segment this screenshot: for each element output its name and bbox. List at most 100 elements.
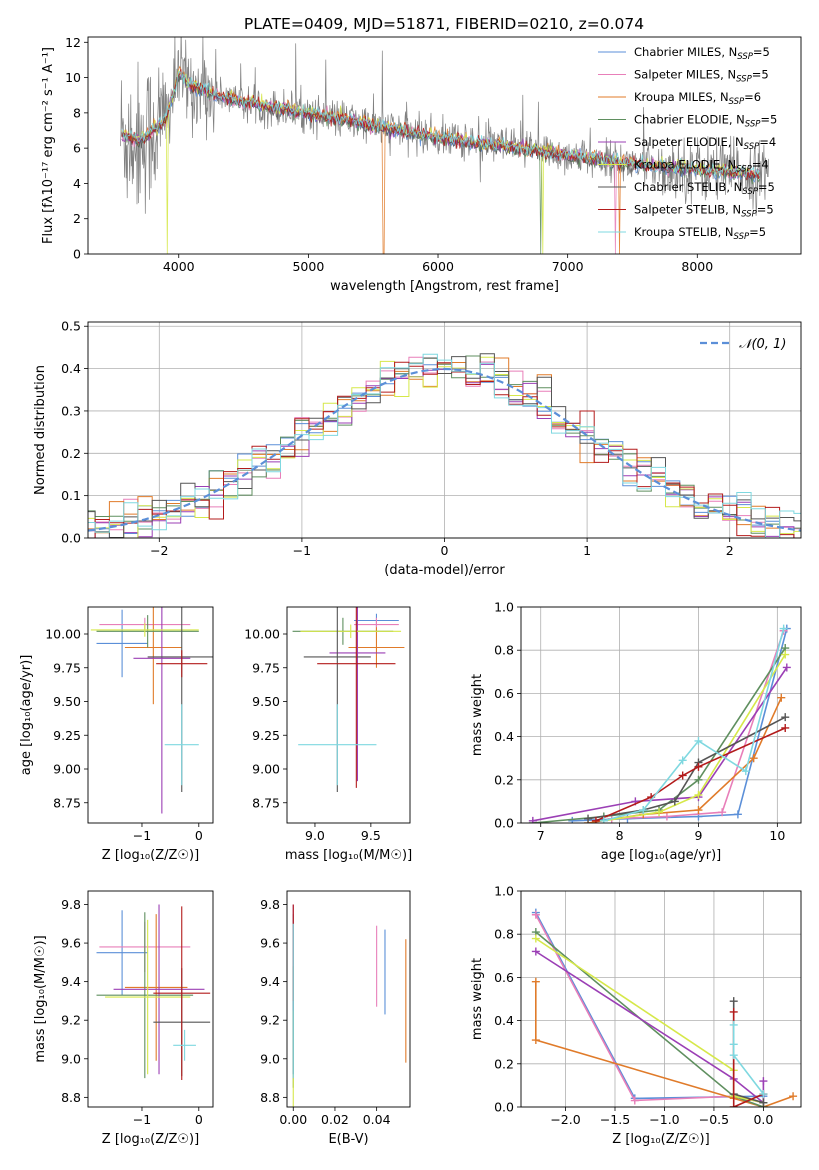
y-tick-label: 9.0: [61, 1051, 81, 1066]
x-tick-label: 0: [195, 1112, 203, 1127]
axes-frame: [87, 321, 802, 539]
legend-label-chabrier_miles: Chabrier MILES, NSSP=5: [634, 45, 770, 62]
legend-label-normal: 𝒩(0, 1): [739, 337, 786, 352]
legend-subscript: SSP: [744, 142, 760, 152]
legend-subscript: SSP: [737, 52, 753, 62]
y-tick-label: 1.0: [494, 600, 514, 615]
x-tick-label: −2: [150, 543, 168, 558]
y-tick-label: 6: [73, 141, 81, 156]
y-axis-label: age [log₁₀(age/yr)]: [19, 655, 34, 776]
y-tick-label: 0.0: [494, 1100, 514, 1115]
weight-line-chabrier_elodie: [535, 931, 764, 1107]
legend-label-salpeter_miles: Salpeter MILES, NSSP=5: [634, 68, 769, 85]
legend-text: Salpeter STELIB, N: [634, 203, 741, 217]
y-tick-label: 0.0: [494, 816, 514, 831]
errorbar-kroupa_elodie: [105, 919, 191, 1075]
legend-subscript: SSP: [734, 232, 750, 242]
weight-marker-chabrier_stelib: [584, 814, 593, 823]
x-tick-label: −1.5: [600, 1112, 630, 1127]
x-tick-label: 10: [769, 828, 785, 843]
errorbar-salpeter_elodie: [113, 904, 205, 1075]
x-tick-label: 0.04: [363, 1112, 391, 1127]
weight-marker-kroupa_stelib: [729, 1020, 738, 1029]
weight-marker-kroupa_stelib: [741, 767, 750, 776]
weight-marker-salpeter_stelib: [729, 1007, 738, 1016]
weight-marker-chabrier_elodie: [694, 775, 703, 784]
y-tick-label: 0.4: [61, 361, 81, 376]
y-tick-label: 9.2: [260, 1013, 280, 1028]
x-tick-label: 4000: [163, 259, 195, 274]
errorbar-salpeter_elodie: [329, 607, 386, 782]
x-tick-label: −0.5: [699, 1112, 729, 1127]
mass-weight-vs-metallicity-panel: −2.0 −1.5 −1.0 −0.5 0.0 0.0 0.2 0.4 0.6 0.8 1.0 Z […: [470, 884, 802, 1147]
weight-marker-kroupa_stelib: [639, 806, 648, 815]
errorbar-salpeter_stelib: [156, 650, 208, 678]
weight-marker-chabrier_miles: [733, 810, 742, 819]
y-tick-label: 9.8: [260, 897, 280, 912]
legend-subscript: SSP: [736, 165, 752, 175]
mass-vs-metallicity-panel: −1 0 8.8 9.0 9.2 9.4 9.6 9.8 Z [log₁₀(Z/Z☉)] mass…: [33, 890, 214, 1147]
weight-line-salpeter_stelib: [732, 1012, 764, 1107]
y-tick-label: 0.8: [494, 643, 514, 658]
errorbar-kroupa_miles: [348, 627, 405, 668]
legend-subscript: SSP: [736, 75, 752, 85]
y-tick-label: 0.6: [494, 686, 514, 701]
y-tick-label: 4: [73, 176, 81, 191]
errorbar-salpeter_stelib: [153, 906, 211, 1080]
histogram-kroupa_stelib: [88, 353, 801, 538]
y-axis-label: mass weight: [470, 674, 485, 756]
y-tick-label: 2: [73, 211, 81, 226]
x-axis-label: (data-model)/error: [384, 563, 505, 578]
weight-marker-kroupa_stelib: [678, 756, 687, 765]
errorbar-kroupa_stelib: [164, 704, 199, 786]
y-tick-label: 1.0: [494, 884, 514, 899]
legend-text: Chabrier ELODIE, N: [634, 113, 745, 127]
weight-marker-chabrier_stelib: [670, 797, 679, 806]
x-tick-label: −1: [133, 1112, 151, 1127]
x-tick-label: 0: [195, 828, 203, 843]
weight-marker-kroupa_stelib: [729, 1040, 738, 1049]
weight-marker-salpeter_elodie: [528, 816, 537, 823]
x-axis-label: Z [log₁₀(Z/Z☉)]: [102, 1132, 199, 1147]
legend-text: Kroupa ELODIE, N: [634, 158, 736, 172]
y-tick-label: 9.2: [61, 1013, 81, 1028]
error-bars: [96, 904, 211, 1080]
legend-subscript: SSP: [745, 120, 761, 130]
histogram-chabrier_elodie: [88, 355, 801, 538]
axes-frame: [286, 890, 411, 1108]
weight-line-kroupa_stelib: [603, 628, 785, 822]
legend-suffix: =5: [760, 113, 777, 127]
y-tick-label: 0.4: [494, 729, 514, 744]
y-tick-label: 8: [73, 105, 81, 120]
x-tick-label: 5000: [292, 259, 324, 274]
x-tick-label: 9.5: [361, 828, 381, 843]
y-tick-label: 8.75: [252, 795, 280, 810]
x-tick-label: 8000: [681, 259, 713, 274]
legend-text: Kroupa STELIB, N: [634, 225, 734, 239]
legend-suffix: =5: [757, 203, 774, 217]
histograms: [88, 353, 801, 538]
axes-frame: [520, 890, 802, 1108]
model-spectrum-kroupa_stelib: [121, 71, 760, 178]
axes-frame: [520, 606, 802, 824]
x-axis-label: Z [log₁₀(Z/Z☉)]: [102, 848, 199, 863]
x-tick-label: 9: [694, 828, 702, 843]
weight-line-kroupa_stelib: [732, 1024, 765, 1095]
errorbar-chabrier_elodie: [96, 615, 199, 648]
weight-marker-salpeter_miles: [531, 910, 540, 919]
axes-frame: [286, 606, 411, 824]
errorbar-salpeter_elodie: [133, 607, 191, 814]
axes-frame: [87, 606, 214, 824]
y-tick-label: 9.50: [53, 694, 81, 709]
weight-line-kroupa_elodie: [603, 654, 786, 822]
y-tick-label: 9.8: [61, 897, 81, 912]
errorbar-kroupa_elodie: [300, 624, 402, 639]
legend-suffix: =5: [753, 45, 770, 59]
weight-marker-kroupa_miles: [789, 1092, 798, 1101]
spectrum-panel: 4000 5000 6000 7000 8000 0 2 4 6 8 10 12 wavelength …: [41, 35, 802, 294]
residual-histogram-panel: −2 −1 0 1 2 0.0 0.1 0.2 0.3 0.4 0.5 (data-model)/er…: [33, 319, 802, 578]
weight-marker-salpeter_stelib: [678, 771, 687, 780]
axes-frame: [87, 890, 214, 1108]
x-axis-label: wavelength [Angstrom, rest frame]: [330, 279, 559, 294]
